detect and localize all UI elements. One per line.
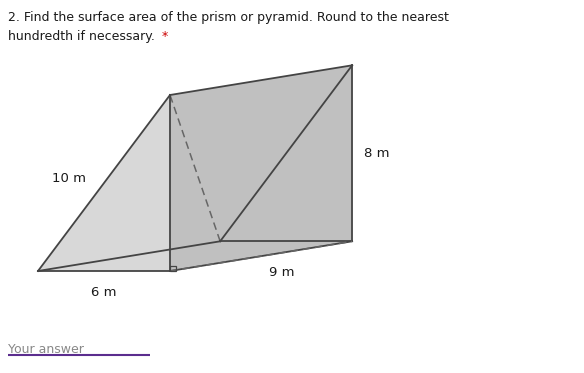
Polygon shape (220, 65, 352, 241)
Text: 10 m: 10 m (52, 172, 86, 185)
Text: Your answer: Your answer (8, 343, 84, 356)
Polygon shape (38, 241, 352, 271)
Polygon shape (170, 65, 352, 271)
Text: 9 m: 9 m (269, 266, 294, 279)
Text: *: * (162, 30, 168, 43)
Text: 2. Find the surface area of the prism or pyramid. Round to the nearest: 2. Find the surface area of the prism or… (8, 11, 449, 24)
Polygon shape (38, 95, 170, 271)
Text: 6 m: 6 m (91, 286, 117, 299)
Text: hundredth if necessary.: hundredth if necessary. (8, 30, 155, 43)
Polygon shape (38, 65, 352, 271)
Text: 8 m: 8 m (364, 147, 390, 160)
